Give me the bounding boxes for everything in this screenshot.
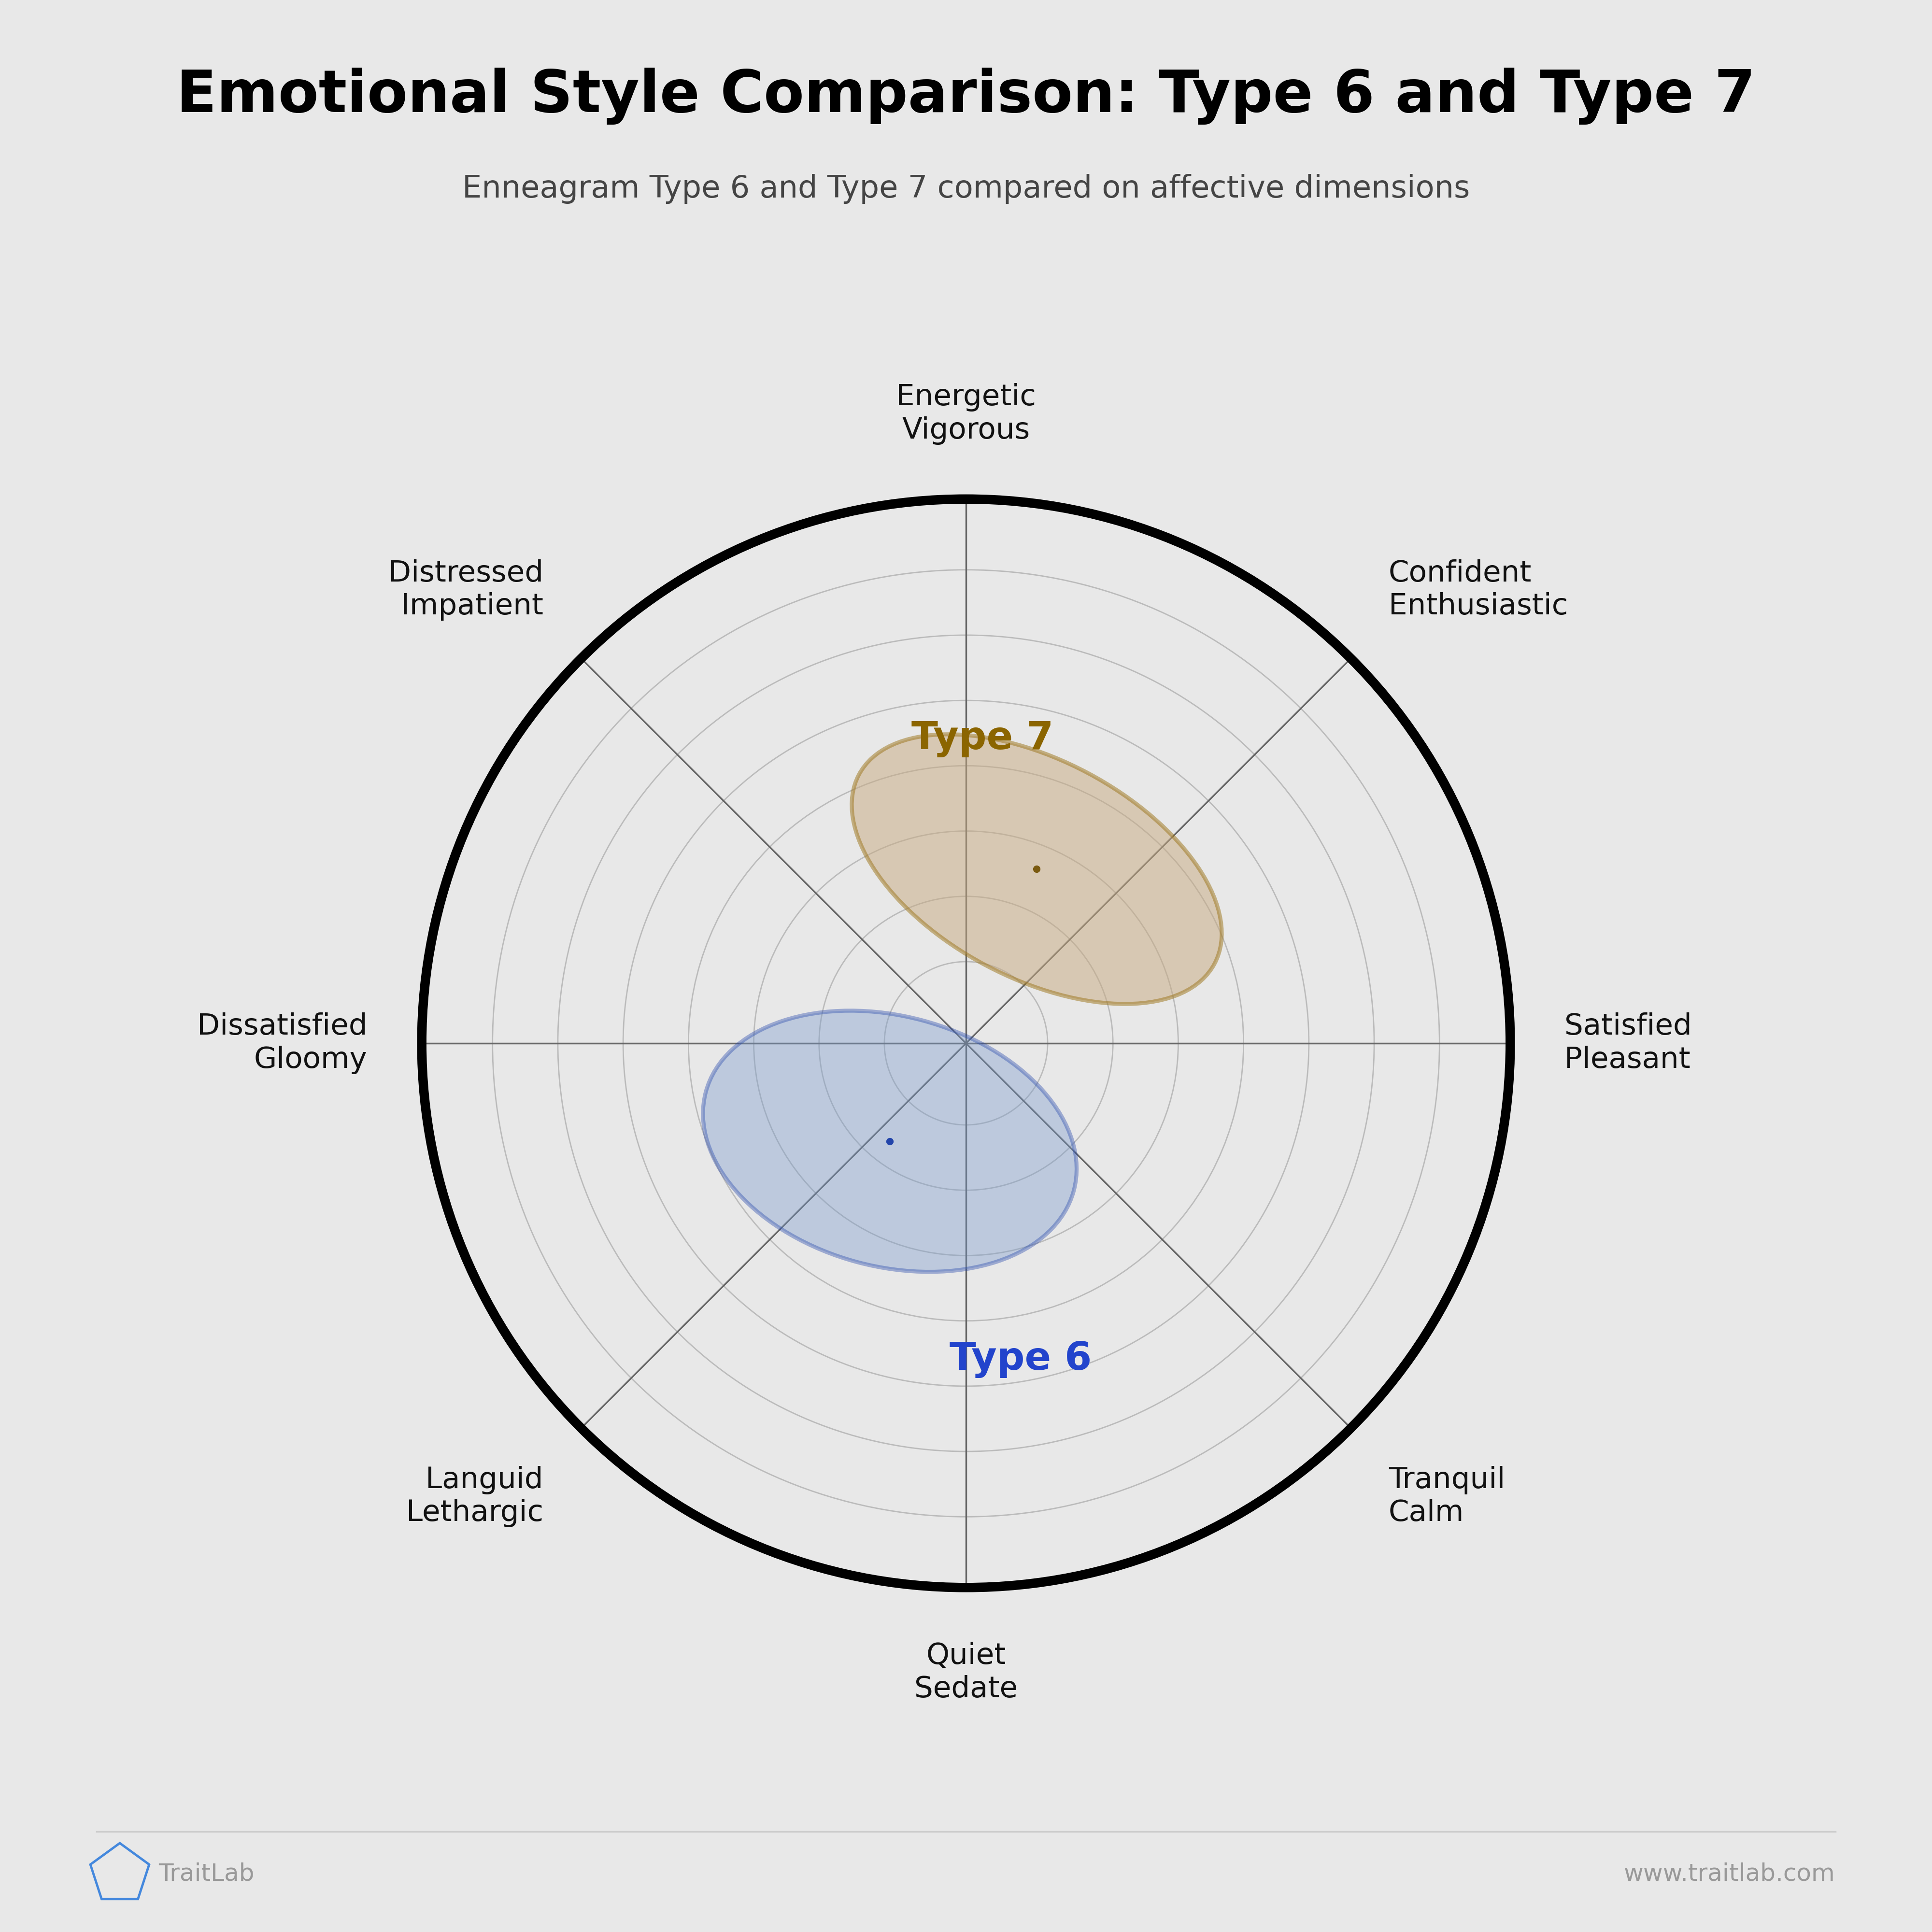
Text: TraitLab: TraitLab: [158, 1862, 255, 1886]
Text: Energetic
Vigorous: Energetic Vigorous: [896, 383, 1036, 444]
Ellipse shape: [703, 1010, 1076, 1271]
Text: Languid
Lethargic: Languid Lethargic: [406, 1466, 543, 1528]
Text: Quiet
Sedate: Quiet Sedate: [914, 1642, 1018, 1704]
Text: Enneagram Type 6 and Type 7 compared on affective dimensions: Enneagram Type 6 and Type 7 compared on …: [462, 174, 1470, 203]
Text: Satisfied
Pleasant: Satisfied Pleasant: [1565, 1012, 1692, 1074]
Text: Distressed
Impatient: Distressed Impatient: [388, 558, 543, 620]
Text: www.traitlab.com: www.traitlab.com: [1625, 1862, 1835, 1886]
Text: Type 6: Type 6: [949, 1341, 1092, 1378]
Text: Confident
Enthusiastic: Confident Enthusiastic: [1389, 558, 1569, 620]
Text: Dissatisfied
Gloomy: Dissatisfied Gloomy: [197, 1012, 367, 1074]
Text: Emotional Style Comparison: Type 6 and Type 7: Emotional Style Comparison: Type 6 and T…: [176, 68, 1756, 124]
Text: Tranquil
Calm: Tranquil Calm: [1389, 1466, 1505, 1528]
Ellipse shape: [852, 734, 1221, 1005]
Text: Type 7: Type 7: [912, 721, 1053, 757]
